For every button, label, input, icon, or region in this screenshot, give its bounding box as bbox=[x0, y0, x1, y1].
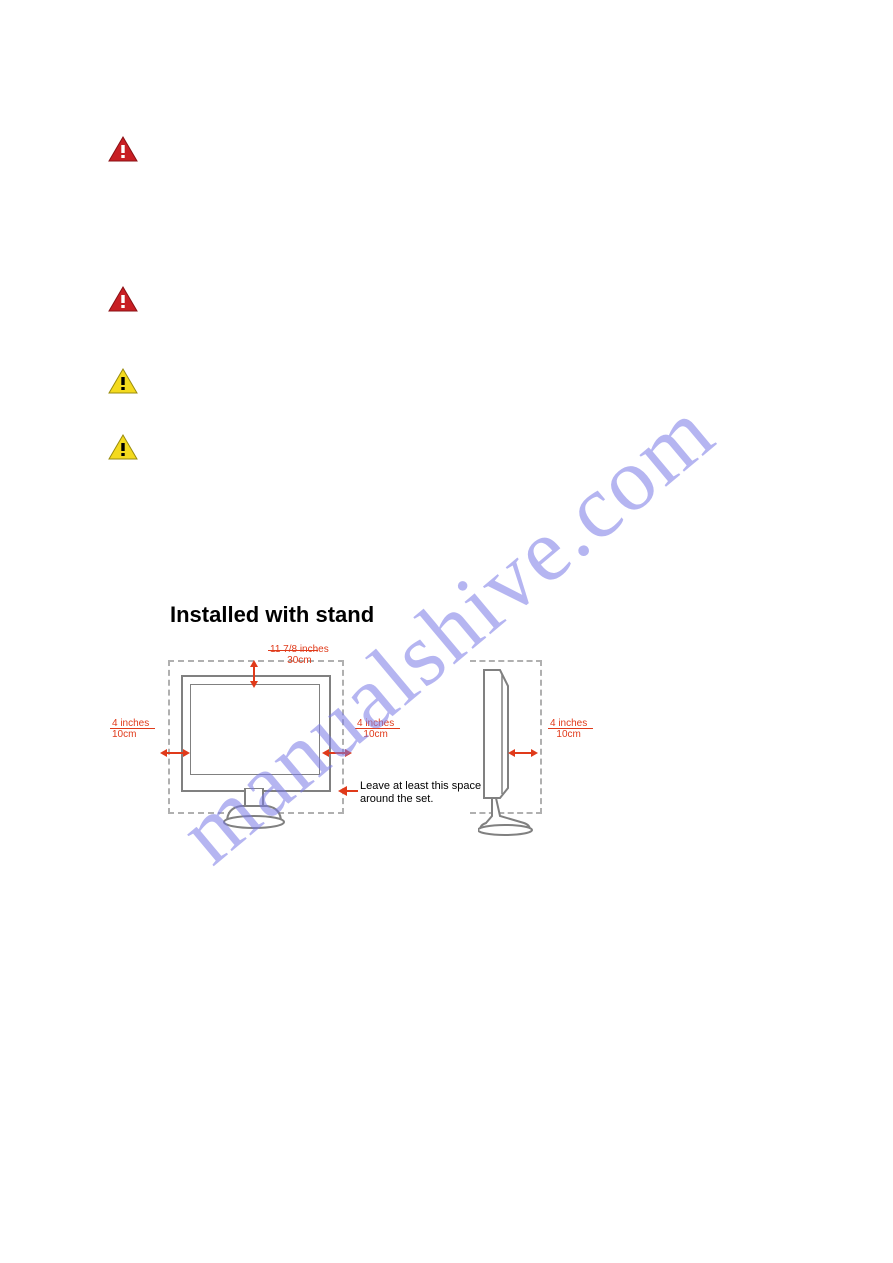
right-clearance-cm: 10cm bbox=[363, 729, 387, 740]
top-clearance-label: 11 7/8 inches 30cm bbox=[270, 644, 329, 666]
left-clearance-cm: 10cm bbox=[112, 729, 136, 740]
front-monitor-screen bbox=[190, 684, 320, 775]
top-clearance-arrow bbox=[247, 660, 261, 688]
warning-icon bbox=[108, 136, 138, 162]
dim-leader bbox=[110, 728, 155, 729]
side-clearance-label: 4 inches 10cm bbox=[550, 718, 587, 740]
top-clearance-cm: 30cm bbox=[287, 655, 311, 666]
caution-icon bbox=[108, 368, 138, 394]
right-clearance-label: 4 inches 10cm bbox=[357, 718, 394, 740]
dim-leader bbox=[355, 728, 400, 729]
dim-leader bbox=[548, 728, 593, 729]
clearance-note: Leave at least this space around the set… bbox=[360, 780, 485, 805]
front-monitor-stand bbox=[217, 788, 291, 838]
side-clearance-arrow bbox=[508, 746, 538, 760]
installation-diagram: 11 7/8 inches 30cm 4 inches 10cm 4 inche… bbox=[100, 600, 800, 900]
warning-icon bbox=[108, 286, 138, 312]
note-arrow bbox=[338, 784, 358, 798]
right-clearance-arrow bbox=[322, 746, 352, 760]
left-clearance-arrow bbox=[160, 746, 190, 760]
left-clearance-label: 4 inches 10cm bbox=[112, 718, 149, 740]
dim-leader bbox=[268, 650, 318, 651]
side-clearance-cm: 10cm bbox=[556, 729, 580, 740]
caution-icon bbox=[108, 434, 138, 460]
